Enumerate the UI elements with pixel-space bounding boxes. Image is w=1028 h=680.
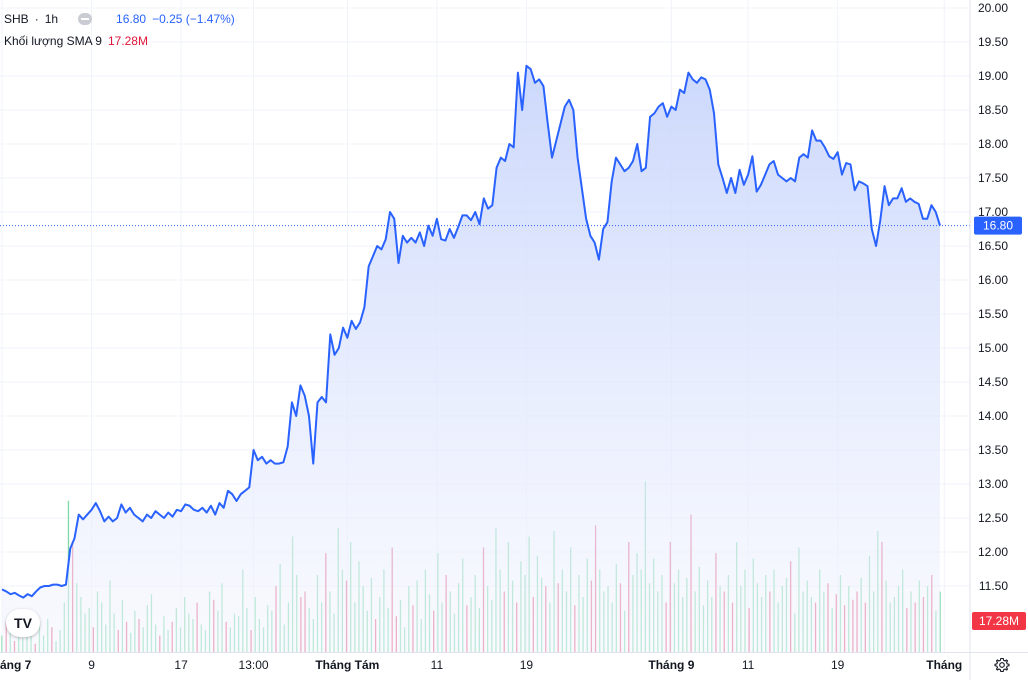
gear-icon xyxy=(994,657,1010,673)
collapse-toggle-icon[interactable] xyxy=(78,13,93,25)
y-tick-label: 17.00 xyxy=(978,205,1008,219)
y-tick-label: 20.00 xyxy=(978,1,1008,15)
last-price-badge: 16.80 xyxy=(974,216,1022,235)
x-tick-label: 9 xyxy=(88,658,95,672)
x-tick-label: Tháng Tám xyxy=(315,658,379,672)
symbol-label[interactable]: SHB xyxy=(4,12,29,26)
x-tick-label: Tháng 9 xyxy=(648,658,694,672)
x-tick-label: 17 xyxy=(174,658,188,672)
x-tick-label: 13:00 xyxy=(239,658,269,672)
y-tick-label: 11.50 xyxy=(979,579,1008,593)
y-tick-label: 12.00 xyxy=(978,545,1008,559)
volume-legend-row: Khối lượng SMA 9 17.28M xyxy=(4,30,235,52)
y-tick-label: 13.00 xyxy=(978,477,1008,491)
tradingview-logo[interactable]: TV xyxy=(6,609,40,637)
x-tick-label: Tháng xyxy=(926,658,962,672)
volume-bar xyxy=(939,591,941,652)
volume-badge: 17.28M xyxy=(972,612,1026,630)
price-legend-row: SHB · 1h 16.80 −0.25 (−1.47%) xyxy=(4,8,235,30)
y-tick-label: 15.50 xyxy=(978,307,1008,321)
x-tick-label: 19 xyxy=(831,658,845,672)
last-price-badge-text: 16.80 xyxy=(983,219,1013,233)
y-tick-label: 13.50 xyxy=(978,443,1008,457)
y-tick-label: 12.50 xyxy=(978,511,1008,525)
volume-badge-text: 17.28M xyxy=(979,614,1019,628)
price-series-line xyxy=(1,64,941,599)
y-tick-label: 18.50 xyxy=(978,103,1008,117)
last-price-value: 16.80 xyxy=(116,12,147,26)
x-tick-label: 11 xyxy=(431,658,444,672)
price-change-value: −0.25 (−1.47%) xyxy=(152,12,235,26)
x-tick-label: 11 xyxy=(742,658,755,672)
y-tick-label: 19.00 xyxy=(978,69,1008,83)
y-tick-label: 15.00 xyxy=(978,341,1008,355)
y-tick-label: 18.00 xyxy=(978,137,1008,151)
y-tick-label: 16.00 xyxy=(978,273,1008,287)
settings-button[interactable] xyxy=(992,655,1012,675)
chart-legend: SHB · 1h 16.80 −0.25 (−1.47%) Khối lượng… xyxy=(4,8,235,52)
x-tick-label: 19 xyxy=(520,658,534,672)
badge-layer: 16.80 17.28M xyxy=(972,216,1026,630)
volume-legend-value: 17.28M xyxy=(107,34,148,48)
y-tick-label: 19.50 xyxy=(978,35,1008,49)
x-tick-label: áng 7 xyxy=(0,658,32,672)
y-tick-label: 14.00 xyxy=(978,409,1008,423)
volume-legend-label: Khối lượng SMA 9 xyxy=(4,34,102,48)
price-area-fill xyxy=(2,65,940,653)
y-tick-label: 17.50 xyxy=(978,171,1008,185)
y-tick-label: 16.50 xyxy=(978,239,1008,253)
legend-separator: · xyxy=(34,12,39,26)
interval-label[interactable]: 1h xyxy=(44,12,59,26)
price-area xyxy=(1,64,941,653)
y-tick-label: 14.50 xyxy=(978,375,1008,389)
